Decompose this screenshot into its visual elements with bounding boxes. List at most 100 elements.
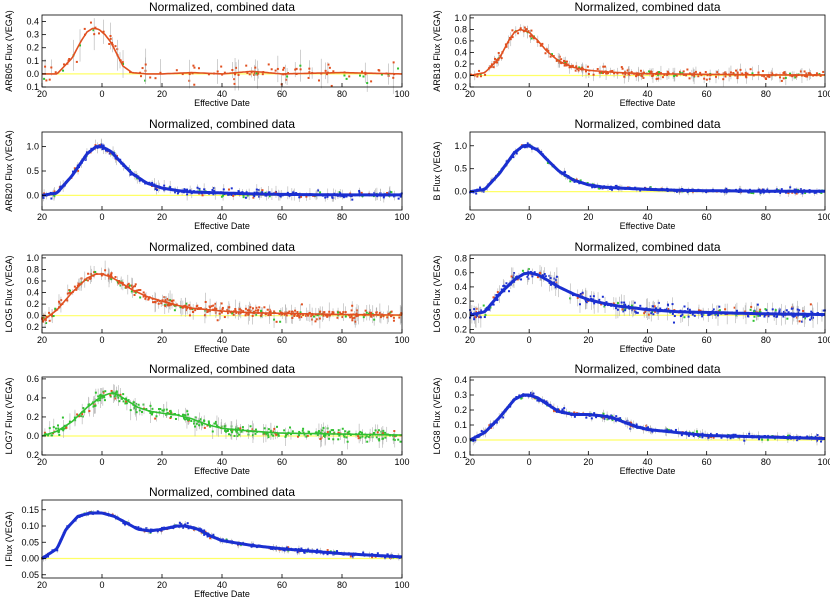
data-point: [377, 69, 380, 72]
data-point: [185, 309, 188, 312]
data-point: [100, 274, 103, 277]
data-point: [701, 313, 704, 316]
data-point: [295, 67, 298, 70]
data-point: [317, 431, 320, 434]
data-point: [316, 314, 319, 317]
data-point: [176, 192, 179, 195]
data-point: [512, 156, 515, 159]
data-point: [181, 306, 184, 309]
data-point: [102, 30, 105, 33]
data-point: [700, 313, 703, 316]
data-point: [282, 66, 285, 69]
data-point: [267, 428, 270, 431]
data-point: [362, 316, 365, 319]
plot-frame: [469, 376, 826, 456]
x-tick-label: 60: [277, 580, 287, 590]
data-point: [573, 415, 576, 418]
data-point: [169, 186, 172, 189]
x-tick-label: 40: [642, 212, 652, 222]
data-point: [306, 314, 309, 317]
data-point: [296, 311, 299, 314]
data-point: [364, 309, 367, 312]
data-point: [233, 434, 236, 437]
data-point: [298, 316, 301, 319]
data-point: [236, 432, 239, 435]
data-point: [104, 149, 107, 152]
data-point: [103, 396, 106, 399]
data-point: [97, 32, 100, 35]
data-point: [251, 434, 254, 437]
data-point: [321, 429, 324, 432]
data-point: [692, 435, 695, 438]
model-curve: [469, 393, 825, 442]
data-point: [755, 310, 758, 313]
data-point: [68, 420, 71, 423]
data-point: [296, 314, 299, 317]
data-point: [255, 191, 258, 194]
panel-title: Normalized, combined data: [574, 240, 720, 254]
data-point: [361, 70, 364, 73]
data-point: [244, 196, 247, 199]
data-point: [782, 310, 785, 313]
data-point: [268, 310, 271, 313]
data-point: [348, 75, 351, 78]
data-point: [242, 196, 245, 199]
data-point: [633, 301, 636, 304]
x-tick-label: 100: [817, 457, 830, 467]
x-tick-label: 0: [527, 212, 532, 222]
data-point: [57, 424, 60, 427]
plot-frame: [41, 254, 403, 334]
data-point: [300, 303, 303, 306]
data-point: [52, 426, 55, 429]
data-point: [822, 309, 825, 312]
x-tick-label: 20: [583, 457, 593, 467]
data-point: [319, 191, 322, 194]
data-point: [666, 307, 669, 310]
data-point: [154, 77, 157, 80]
data-point: [480, 430, 483, 433]
data-point: [585, 416, 588, 419]
data-point: [305, 435, 308, 438]
data-point: [736, 71, 739, 74]
data-point: [88, 410, 91, 413]
data-point: [523, 26, 526, 29]
data-point: [763, 315, 766, 318]
data-point: [178, 521, 181, 524]
model-curve: [469, 144, 825, 194]
data-point: [739, 68, 742, 71]
data-point: [744, 310, 747, 313]
data-point: [204, 300, 207, 303]
data-point: [624, 307, 627, 310]
data-point: [62, 69, 65, 72]
data-point: [256, 309, 259, 312]
data-point: [775, 188, 778, 191]
data-point: [184, 523, 187, 526]
data-point: [233, 78, 236, 81]
panel-6: Normalized, combined data 20 0 20 40 60 80 100 0…: [432, 240, 830, 354]
data-point: [791, 307, 794, 310]
data-point: [344, 311, 347, 314]
x-tick-label: 40: [217, 580, 227, 590]
data-point: [639, 189, 642, 192]
data-point: [370, 315, 373, 318]
data-point: [187, 419, 190, 422]
data-point: [600, 303, 603, 306]
data-point: [476, 75, 479, 78]
x-axis-label: Effective Date: [194, 221, 250, 231]
data-point: [294, 309, 297, 312]
y-tick-label: 0.1: [454, 450, 467, 460]
data-point: [614, 307, 617, 310]
data-point: [511, 276, 514, 279]
data-point: [615, 415, 618, 418]
data-point: [156, 299, 159, 302]
data-point: [687, 434, 690, 437]
data-point: [653, 305, 656, 308]
data-point: [663, 73, 666, 76]
data-point: [294, 68, 297, 71]
data-point: [502, 416, 505, 419]
data-point: [43, 431, 46, 434]
data-point: [578, 66, 581, 69]
data-point: [273, 427, 276, 430]
data-point: [185, 302, 188, 305]
model-curve: [41, 392, 402, 437]
